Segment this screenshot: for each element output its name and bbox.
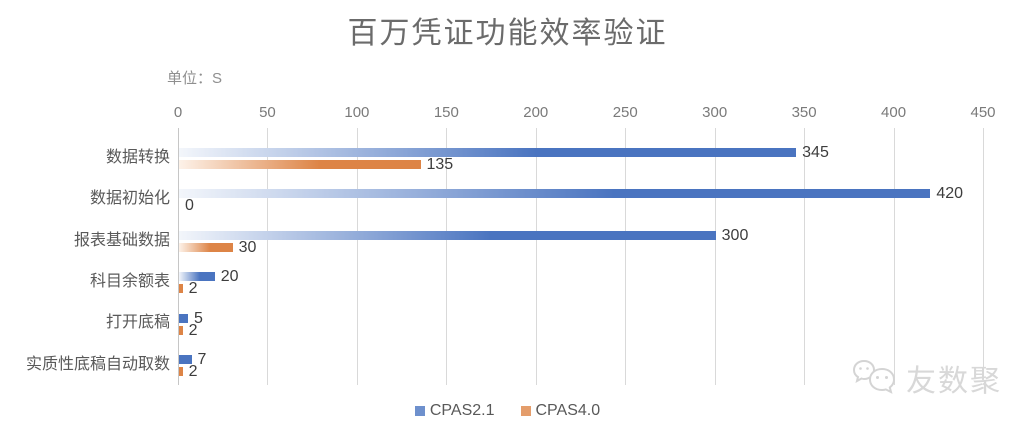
- x-tick-label: 50: [259, 104, 276, 121]
- bar-cpas40: [179, 325, 183, 335]
- gridline: [714, 128, 716, 385]
- x-tick-label: 250: [612, 104, 638, 121]
- x-tick-label: 400: [881, 104, 907, 121]
- legend-swatch: [414, 406, 425, 416]
- gridline: [893, 128, 895, 385]
- gridline: [446, 128, 448, 385]
- legend-label: CPAS2.1: [429, 402, 495, 419]
- x-tick-label: 450: [970, 104, 996, 121]
- x-tick-label: 200: [523, 104, 549, 121]
- bar-cpas40: [179, 242, 233, 252]
- gridline: [983, 128, 984, 385]
- y-axis-line: [178, 128, 179, 385]
- bar-cpas40: [179, 284, 183, 294]
- watermark-text: 友数聚: [906, 365, 1002, 398]
- data-label: 20: [220, 268, 239, 286]
- legend: CPAS2.1 CPAS4.0: [0, 402, 1015, 420]
- data-label: 7: [197, 351, 207, 368]
- category-label: 数据初始化: [89, 190, 170, 208]
- data-label: 2: [188, 280, 198, 298]
- category-label: 数据转换: [105, 148, 170, 166]
- bar-cpas21: [179, 189, 931, 199]
- bar-cpas21: [179, 355, 192, 364]
- data-label: 30: [238, 238, 257, 256]
- data-label: 420: [936, 185, 964, 203]
- data-label: 2: [188, 321, 198, 339]
- category-label: 报表基础数据: [73, 231, 170, 249]
- gridline: [625, 128, 627, 385]
- legend-item: CPAS4.0: [520, 402, 601, 420]
- bar-cpas21: [179, 148, 797, 157]
- unit-label: 单位：S: [167, 70, 223, 87]
- data-label: 135: [426, 156, 454, 173]
- wechat-icon: [852, 359, 896, 394]
- gridline: [356, 128, 358, 385]
- gridline: [535, 128, 537, 385]
- x-tick-label: 150: [433, 104, 459, 121]
- category-label: 科目余额表: [89, 272, 170, 290]
- category-label: 打开底稿: [105, 314, 170, 332]
- bar-cpas21: [179, 313, 188, 323]
- bar-cpas21: [179, 272, 215, 282]
- chart-title: 百万凭证功能效率验证: [347, 17, 668, 50]
- bar-cpas21: [179, 230, 716, 240]
- data-label: 0: [185, 197, 194, 215]
- x-tick-label: 350: [791, 104, 817, 121]
- gridline: [804, 128, 806, 385]
- legend-label: CPAS4.0: [535, 402, 601, 419]
- category-label: 实质性底稿自动取数: [25, 355, 170, 373]
- data-label: 345: [802, 144, 829, 161]
- legend-item: CPAS2.1: [414, 402, 495, 420]
- x-tick-label: 100: [344, 104, 370, 121]
- x-tick-label: 0: [173, 104, 183, 121]
- data-label: 5: [193, 309, 203, 327]
- bar-cpas40: [179, 160, 421, 169]
- bar-cpas40: [179, 367, 183, 376]
- data-label: 300: [721, 226, 749, 244]
- data-label: 2: [188, 363, 198, 380]
- legend-swatch: [520, 406, 531, 416]
- x-tick-label: 300: [702, 104, 728, 121]
- gridline: [267, 128, 269, 385]
- watermark: 友数聚: [852, 356, 1002, 400]
